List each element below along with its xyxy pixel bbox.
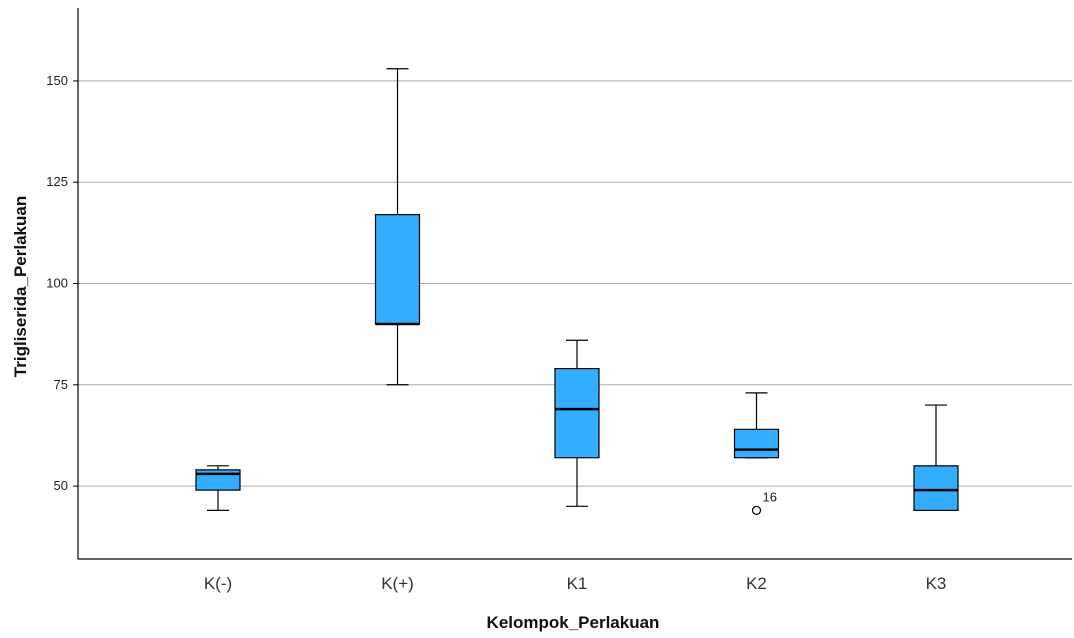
x-axis-title: Kelompok_Perlakuan	[487, 613, 660, 632]
y-tick-label: 75	[54, 377, 68, 392]
box-K1	[554, 339, 600, 507]
outlier-point	[751, 505, 762, 515]
box-K2: 16	[733, 392, 780, 515]
outlier-label: 16	[763, 489, 777, 504]
x-category-label: K(+)	[381, 574, 414, 593]
box-iqr	[374, 214, 421, 325]
x-category-label: K2	[746, 574, 767, 593]
y-tick-label: 125	[46, 174, 68, 189]
box-K(+)	[374, 68, 421, 386]
box-K3	[913, 404, 959, 511]
y-axis-title: Trigliserida_Perlakuan	[11, 196, 30, 377]
box-iqr	[733, 428, 780, 459]
box-iqr	[554, 367, 600, 459]
box-K(-)	[195, 465, 241, 511]
x-category-label: K(-)	[204, 574, 232, 593]
y-tick-label: 50	[54, 478, 68, 493]
box-iqr	[913, 465, 959, 511]
gridlines	[78, 80, 1072, 487]
y-tick-label: 100	[46, 276, 68, 291]
y-axis-ticks: 50 75 100 125 150	[46, 73, 78, 493]
box-series: 16	[195, 68, 959, 515]
x-axis-categories: K(-) K(+) K1 K2 K3	[204, 574, 947, 593]
y-tick-label: 150	[46, 73, 68, 88]
x-category-label: K3	[926, 574, 947, 593]
x-category-label: K1	[567, 574, 588, 593]
